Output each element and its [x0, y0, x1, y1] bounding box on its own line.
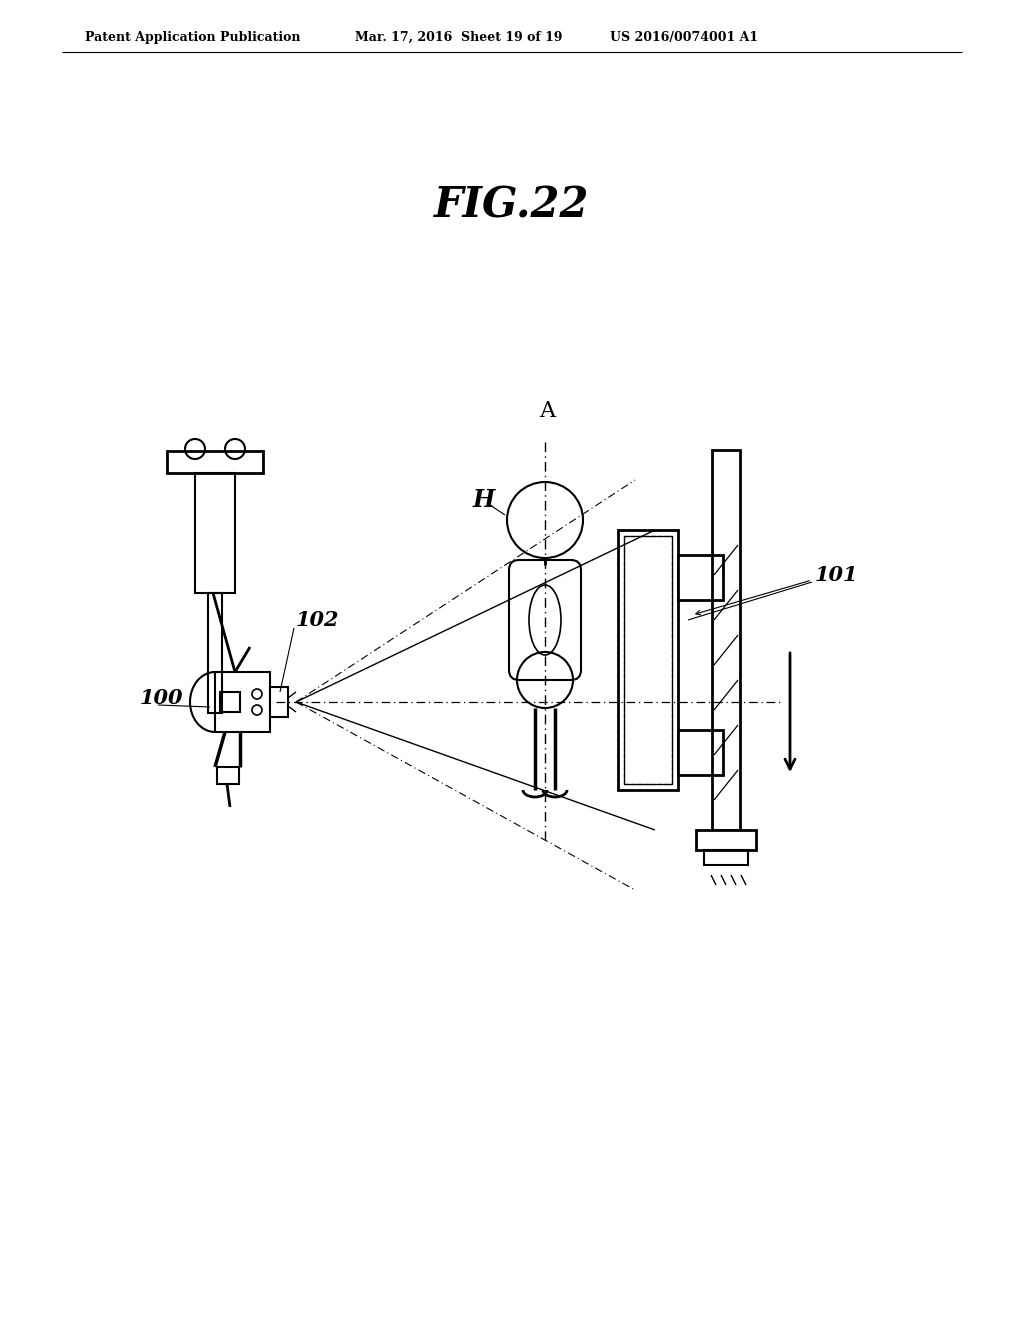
Bar	[678, 730, 723, 775]
Text: FIG.22: FIG.22	[434, 183, 590, 226]
Bar	[220, 692, 240, 711]
Text: US 2016/0074001 A1: US 2016/0074001 A1	[610, 30, 758, 44]
Bar	[167, 451, 263, 473]
Bar	[208, 593, 222, 713]
Text: 102: 102	[296, 610, 340, 630]
Bar	[215, 672, 270, 733]
Text: Patent Application Publication: Patent Application Publication	[85, 30, 300, 44]
Bar	[195, 473, 234, 593]
Text: 101: 101	[815, 565, 858, 585]
Text: 100: 100	[140, 688, 183, 708]
Text: A: A	[539, 400, 555, 422]
Bar	[678, 554, 723, 601]
Bar	[712, 450, 740, 830]
Bar	[270, 686, 288, 717]
Bar	[618, 531, 678, 789]
Bar	[217, 767, 239, 784]
Bar	[705, 850, 748, 865]
Text: Mar. 17, 2016  Sheet 19 of 19: Mar. 17, 2016 Sheet 19 of 19	[355, 30, 562, 44]
Bar	[624, 536, 672, 784]
Text: H: H	[473, 488, 496, 512]
Bar	[696, 830, 756, 850]
